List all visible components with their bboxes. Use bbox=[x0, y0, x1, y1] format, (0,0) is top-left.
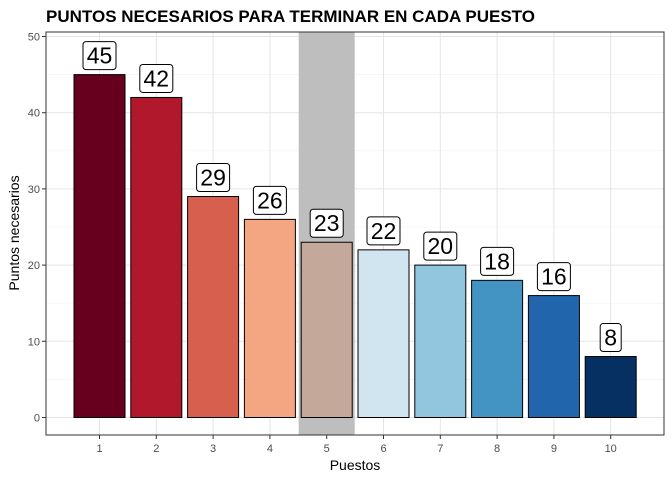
data-label-text: 20 bbox=[428, 233, 454, 259]
data-label-box bbox=[480, 246, 515, 276]
data-label-text: 29 bbox=[200, 165, 226, 191]
data-label-box bbox=[309, 208, 344, 238]
data-labels: 45 42 29 26 23 22 20 18 16 8 bbox=[82, 41, 622, 353]
y-axis-title: Puntos necesarios bbox=[6, 175, 22, 290]
chart-title: PUNTOS NECESARIOS PARA TERMINAR EN CADA … bbox=[46, 7, 535, 26]
bar-puesto-10 bbox=[584, 356, 637, 419]
bars bbox=[73, 74, 637, 419]
data-label-text: 45 bbox=[87, 43, 113, 69]
data-label-text: 23 bbox=[314, 210, 340, 236]
bar-puesto-9 bbox=[527, 295, 580, 418]
data-label-text: 22 bbox=[371, 218, 397, 244]
data-label-box bbox=[139, 63, 174, 93]
bar-puesto-5 bbox=[300, 241, 353, 418]
data-label-box bbox=[366, 216, 401, 246]
x-tick-label: 7 bbox=[437, 443, 443, 455]
data-label-box bbox=[196, 163, 231, 193]
x-tick-label: 8 bbox=[494, 443, 500, 455]
data-label-box bbox=[82, 41, 117, 71]
y-tick-label: 30 bbox=[28, 184, 40, 196]
y-axis: 0 10 20 30 40 50 bbox=[28, 32, 46, 425]
data-label-box bbox=[536, 262, 571, 292]
data-label-puesto-2: 42 bbox=[139, 63, 174, 93]
data-label-puesto-7: 20 bbox=[423, 231, 458, 261]
y-tick-label: 40 bbox=[28, 108, 40, 120]
plot-border bbox=[45, 31, 665, 436]
data-label-puesto-10: 8 bbox=[599, 323, 622, 353]
data-label-puesto-6: 22 bbox=[366, 216, 401, 246]
y-tick-label: 10 bbox=[28, 336, 40, 348]
x-tick-label: 10 bbox=[605, 443, 617, 455]
x-axis: 1 2 3 4 5 6 7 8 9 10 bbox=[96, 435, 617, 455]
data-label-puesto-1: 45 bbox=[82, 41, 117, 71]
bar-puesto-7 bbox=[414, 264, 467, 418]
y-tick-label: 0 bbox=[34, 413, 40, 425]
data-label-text: 8 bbox=[604, 325, 617, 351]
data-label-text: 26 bbox=[257, 187, 283, 213]
bar-puesto-2 bbox=[130, 96, 183, 419]
data-label-box bbox=[599, 323, 622, 353]
data-label-text: 42 bbox=[144, 65, 170, 91]
x-tick-label: 1 bbox=[96, 443, 102, 455]
x-tick-label: 2 bbox=[153, 443, 159, 455]
x-axis-title: Puestos bbox=[330, 457, 381, 473]
bar-puesto-3 bbox=[187, 196, 240, 418]
y-tick-label: 20 bbox=[28, 260, 40, 272]
data-label-puesto-8: 18 bbox=[480, 246, 515, 276]
data-label-puesto-4: 26 bbox=[252, 185, 287, 215]
x-tick-label: 9 bbox=[551, 443, 557, 455]
x-tick-label: 5 bbox=[324, 443, 330, 455]
data-label-box bbox=[423, 231, 458, 261]
data-label-text: 18 bbox=[484, 248, 510, 274]
y-tick-label: 50 bbox=[28, 32, 40, 44]
x-tick-label: 6 bbox=[380, 443, 386, 455]
data-label-puesto-5: 23 bbox=[309, 208, 344, 238]
bar-puesto-6 bbox=[357, 249, 410, 418]
data-label-puesto-3: 29 bbox=[196, 163, 231, 193]
x-tick-label: 4 bbox=[267, 443, 273, 455]
x-tick-label: 3 bbox=[210, 443, 216, 455]
bar-puesto-1 bbox=[73, 74, 126, 418]
bar-puesto-4 bbox=[243, 218, 296, 418]
bar-puesto-8 bbox=[471, 279, 524, 418]
data-label-puesto-9: 16 bbox=[536, 262, 571, 292]
data-label-box bbox=[252, 185, 287, 215]
data-label-text: 16 bbox=[541, 264, 567, 290]
